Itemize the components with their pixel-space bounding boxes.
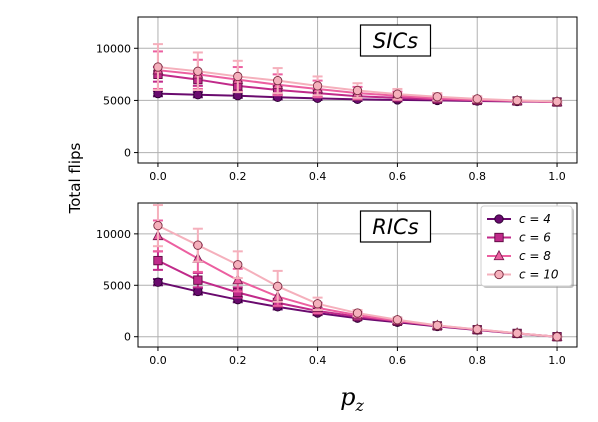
data-point — [233, 71, 243, 82]
data-point — [193, 286, 203, 297]
legend-label: c = 4 — [519, 212, 551, 226]
data-point — [352, 308, 363, 318]
data-point — [273, 75, 283, 86]
data-point — [153, 62, 163, 72]
data-point — [512, 328, 522, 338]
data-point — [312, 81, 323, 91]
data-point — [472, 324, 482, 334]
data-point — [432, 320, 442, 331]
x-tick-label: 0.6 — [389, 170, 407, 183]
panel-label: RICs — [372, 215, 418, 239]
x-tick-label: 0.2 — [229, 354, 247, 367]
panel-label-box — [359, 210, 432, 243]
x-axis-label: pz — [340, 383, 364, 415]
data-point — [193, 66, 203, 76]
panel-rics: 0.0 0.2 0.4 0.6 0.8 1.0 0 5000 10000 RICs — [96, 202, 578, 367]
y-tick-label: 5000 — [103, 94, 131, 107]
data-point — [512, 95, 522, 106]
series-c10 — [152, 204, 563, 342]
panel-label-box — [359, 24, 432, 57]
y-tick-label: 10000 — [96, 228, 131, 241]
data-point — [233, 260, 243, 270]
legend: c = 4 c = 6 c = 8 c = 10 — [480, 205, 574, 288]
plot-frame — [137, 202, 578, 348]
y-tick-label: 0 — [124, 331, 131, 344]
x-tick-label: 0.8 — [468, 354, 486, 367]
legend-marker — [494, 232, 504, 243]
legend-label: c = 8 — [519, 249, 551, 263]
data-point — [153, 277, 163, 287]
y-tick-label: 5000 — [103, 279, 131, 292]
data-point — [552, 96, 562, 107]
y-tick-label: 0 — [124, 147, 131, 160]
data-point — [392, 315, 403, 325]
y-axis-label: Total flips — [66, 142, 84, 214]
legend-marker — [494, 214, 504, 224]
data-point — [432, 92, 442, 102]
data-point — [193, 275, 203, 285]
data-point — [472, 94, 482, 104]
plot-frame — [137, 16, 578, 164]
data-point — [232, 273, 244, 285]
x-tick-label: 0.0 — [149, 354, 167, 367]
panel-label: SICs — [373, 29, 418, 53]
x-axis-label-symbol: p — [340, 383, 355, 411]
legend-label: c = 10 — [519, 268, 559, 282]
x-tick-label: 0.6 — [389, 354, 407, 367]
x-tick-label: 1.0 — [548, 170, 566, 183]
data-point — [193, 90, 203, 100]
data-point — [273, 281, 283, 291]
data-point — [193, 240, 203, 250]
data-point — [153, 255, 163, 266]
x-tick-label: 0.4 — [309, 354, 327, 367]
x-tick-label: 0.0 — [149, 170, 167, 183]
data-point — [352, 85, 363, 96]
data-point — [153, 220, 163, 231]
legend-marker — [493, 249, 505, 261]
legend-box — [480, 205, 573, 287]
x-tick-label: 1.0 — [548, 354, 566, 367]
data-point — [392, 89, 403, 99]
y-tick-label: 10000 — [96, 42, 131, 55]
legend-marker — [494, 269, 504, 280]
x-tick-label: 0.8 — [468, 170, 486, 183]
x-tick-label: 0.2 — [229, 170, 247, 183]
data-point — [312, 299, 323, 309]
x-axis-label-subscript: z — [354, 396, 364, 415]
series-c10 — [152, 43, 563, 107]
x-tick-label: 0.4 — [309, 170, 327, 183]
data-point — [552, 332, 562, 342]
panel-sics: 0.0 0.2 0.4 0.6 0.8 1.0 0 5000 10000 SICs — [96, 16, 578, 183]
legend-label: c = 6 — [519, 231, 551, 245]
